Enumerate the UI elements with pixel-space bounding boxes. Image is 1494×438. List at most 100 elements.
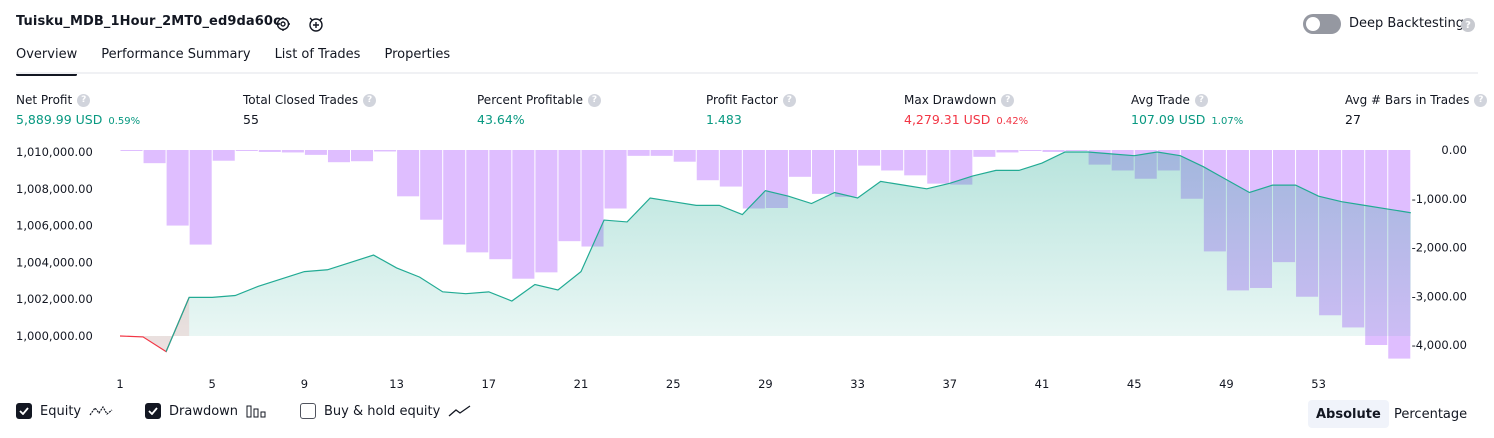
absolute-button[interactable]: Absolute (1308, 400, 1389, 428)
left-axis: 1,010,000.00 1,008,000.00 1,006,000.00 1,00… (16, 145, 93, 343)
drawdown-bar (1042, 150, 1065, 152)
help-icon[interactable]: ? (77, 93, 91, 107)
metric-avg-bars-in-trades: Avg # Bars in Trades? 27 (1345, 93, 1488, 127)
drawdown-bar (973, 150, 996, 157)
metric-total-closed-trades: Total Closed Trades? 55 (243, 93, 377, 127)
x-axis-tick: 9 (301, 377, 308, 391)
report-tabs: Overview Performance Summary List of Tra… (16, 47, 451, 76)
equity-area (119, 151, 1411, 353)
drawdown-bar (304, 150, 327, 155)
metric-profit-factor: Profit Factor? 1.483 (706, 93, 796, 127)
drawdown-bar (1019, 150, 1042, 151)
x-axis-tick: 37 (942, 377, 957, 391)
x-axis-tick: 45 (1127, 377, 1142, 391)
tab-properties[interactable]: Properties (384, 47, 451, 62)
drawdown-bar (166, 150, 189, 226)
tabs-divider (16, 72, 1478, 74)
equity-drawdown-chart[interactable]: 1,010,000.00 1,008,000.00 1,006,000.00 1,00… (0, 140, 1494, 395)
metric-label: Avg # Bars in Trades (1345, 93, 1470, 107)
drawdown-bar (742, 150, 765, 209)
help-icon[interactable]: ? (587, 93, 601, 107)
help-icon[interactable]: ? (1474, 93, 1488, 107)
legend-equity[interactable]: Equity (16, 403, 113, 419)
buy-hold-line-icon (448, 405, 471, 417)
deep-backtesting-label: Deep Backtesting (1349, 16, 1465, 31)
right-axis-tick: -4,000.00 (1412, 338, 1467, 352)
legend-buy-hold[interactable]: Buy & hold equity (300, 403, 472, 419)
drawdown-bar (351, 150, 374, 162)
drawdown-bar (443, 150, 466, 245)
equity-checkbox[interactable] (16, 403, 32, 419)
metric-label: Percent Profitable (477, 93, 583, 107)
metric-value: 5,889.99 USD (16, 112, 103, 127)
drawdown-bar (812, 150, 835, 194)
percentage-button[interactable]: Percentage (1394, 406, 1468, 422)
drawdown-bar (927, 150, 950, 184)
drawdown-bar (189, 150, 212, 245)
metric-value: 43.64% (477, 112, 525, 127)
deep-backtesting-help-icon[interactable]: ? (1461, 18, 1475, 32)
drawdown-bar (489, 150, 512, 260)
drawdown-bar (858, 150, 881, 166)
tab-performance-summary[interactable]: Performance Summary (101, 47, 251, 62)
drawdown-bar (327, 150, 350, 163)
drawdown-bar (397, 150, 420, 197)
drawdown-checkbox[interactable] (145, 403, 161, 419)
toggle-knob (1306, 17, 1320, 31)
drawdown-bar (143, 150, 166, 164)
drawdown-bar (950, 150, 973, 185)
x-axis-tick: 5 (209, 377, 216, 391)
drawdown-bar (512, 150, 535, 279)
x-axis-tick: 53 (1311, 377, 1326, 391)
x-axis-tick: 33 (850, 377, 865, 391)
drawdown-bar (120, 150, 143, 151)
metric-max-drawdown: Max Drawdown? 4,279.31 USD 0.42% (904, 93, 1028, 127)
drawdown-bar (627, 150, 650, 156)
drawdown-bar (374, 150, 397, 152)
metric-percent: 0.42% (996, 116, 1029, 127)
x-axis-tick: 49 (1219, 377, 1234, 391)
drawdown-bar (673, 150, 696, 162)
equity-loss-fill (120, 297, 190, 352)
drawdown-bar (558, 150, 581, 242)
drawdown-bar (212, 150, 235, 161)
metric-value: 1.483 (706, 112, 742, 127)
tab-list-of-trades[interactable]: List of Trades (274, 47, 361, 62)
left-axis-tick: 1,000,000.00 (16, 329, 93, 343)
legend-label: Equity (40, 403, 82, 419)
metric-percent-profitable: Percent Profitable? 43.64% (477, 93, 601, 127)
strategy-title: Tuisku_MDB_1Hour_2MT0_ed9da60c (16, 14, 281, 29)
x-axis-tick: 13 (389, 377, 404, 391)
drawdown-bars-icon (246, 405, 266, 418)
drawdown-bar (604, 150, 627, 209)
help-icon[interactable]: ? (1194, 93, 1208, 107)
tab-overview[interactable]: Overview (16, 47, 78, 76)
x-axis-tick: 17 (481, 377, 496, 391)
metric-value: 27 (1345, 112, 1361, 127)
metric-percent: 0.59% (108, 116, 141, 127)
metric-avg-trade: Avg Trade? 107.09 USD 1.07% (1131, 93, 1243, 127)
add-alert-icon[interactable] (307, 15, 325, 33)
buy-hold-checkbox[interactable] (300, 403, 316, 419)
help-icon[interactable]: ? (363, 93, 377, 107)
metric-percent: 1.07% (1211, 116, 1244, 127)
help-icon[interactable]: ? (1001, 93, 1015, 107)
help-icon[interactable]: ? (782, 93, 796, 107)
drawdown-bar (258, 150, 281, 152)
metric-value: 107.09 USD (1131, 112, 1206, 127)
left-axis-tick: 1,006,000.00 (16, 219, 93, 233)
deep-backtesting-toggle[interactable] (1303, 14, 1341, 34)
drawdown-bar (1065, 150, 1088, 151)
metric-label: Max Drawdown (904, 93, 997, 107)
legend-label: Buy & hold equity (324, 403, 441, 419)
drawdown-bar (788, 150, 811, 177)
drawdown-bar (235, 150, 258, 151)
metric-label: Net Profit (16, 93, 73, 107)
legend-label: Drawdown (169, 403, 239, 419)
settings-gear-icon[interactable] (274, 15, 292, 33)
right-axis-tick: -3,000.00 (1412, 289, 1467, 303)
metric-value: 4,279.31 USD (904, 112, 991, 127)
left-axis-tick: 1,008,000.00 (16, 182, 93, 196)
legend-drawdown[interactable]: Drawdown (145, 403, 268, 419)
left-axis-tick: 1,004,000.00 (16, 255, 93, 269)
